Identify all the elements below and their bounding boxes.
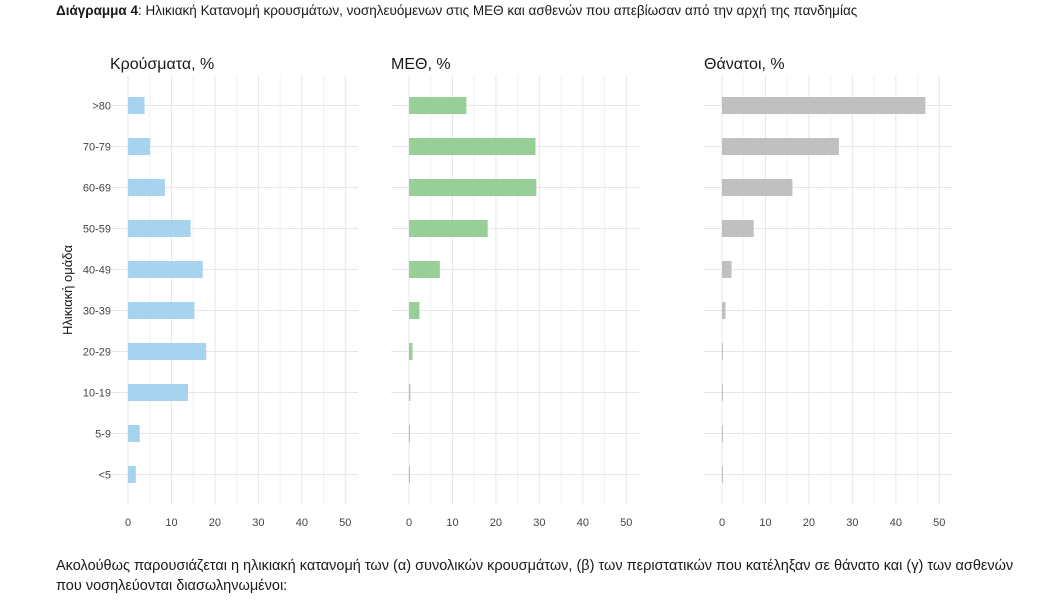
bar bbox=[128, 138, 151, 155]
bar bbox=[128, 220, 191, 237]
bar bbox=[722, 261, 732, 278]
bar bbox=[409, 384, 411, 401]
category-label: 50-59 bbox=[83, 224, 111, 236]
x-tick-label: 10 bbox=[165, 517, 177, 529]
bar bbox=[722, 179, 793, 196]
category-label: 20-29 bbox=[83, 347, 111, 359]
bar bbox=[722, 343, 723, 360]
x-tick-label: 50 bbox=[339, 517, 351, 529]
figure-caption: Διάγραμμα 4: Ηλικιακή Κατανομή κρουσμάτω… bbox=[56, 3, 857, 18]
bar bbox=[722, 425, 723, 442]
bar bbox=[128, 261, 203, 278]
age-distribution-chart: Ηλικιακή ομάδα <5 5-9 10-19 20-29 30-39 40-49 5… bbox=[60, 56, 952, 529]
x-tick-label: 0 bbox=[719, 517, 725, 529]
x-tick-label: 40 bbox=[296, 517, 308, 529]
bar bbox=[128, 425, 140, 442]
bar bbox=[409, 302, 420, 319]
category-label: 70-79 bbox=[83, 142, 111, 154]
bar bbox=[128, 179, 165, 196]
x-tick-label: 30 bbox=[252, 517, 264, 529]
category-label: 60-69 bbox=[83, 183, 111, 195]
panel-title: Κρούσματα, % bbox=[110, 56, 214, 73]
bar bbox=[722, 220, 754, 237]
x-tick-label: 20 bbox=[490, 517, 502, 529]
bar bbox=[409, 425, 410, 442]
x-tick-label: 30 bbox=[846, 517, 858, 529]
x-tick-label: 20 bbox=[209, 517, 221, 529]
panel-title: Θάνατοι, % bbox=[704, 56, 785, 73]
x-tick-label: 0 bbox=[125, 517, 131, 529]
category-label: 40-49 bbox=[83, 265, 111, 277]
panel-title: ΜΕΘ, % bbox=[391, 56, 451, 73]
bar bbox=[128, 466, 136, 483]
bar bbox=[722, 97, 926, 114]
x-tick-label: 40 bbox=[890, 517, 902, 529]
x-tick-label: 10 bbox=[759, 517, 771, 529]
bar bbox=[128, 343, 207, 360]
bar bbox=[409, 179, 537, 196]
bar bbox=[409, 97, 467, 114]
x-tick-label: 0 bbox=[406, 517, 412, 529]
category-label: <5 bbox=[98, 470, 111, 482]
x-tick-label: 50 bbox=[933, 517, 945, 529]
y-axis-title: Ηλικιακή ομάδα bbox=[60, 245, 75, 335]
bar bbox=[722, 138, 839, 155]
caption-label: Διάγραμμα 4 bbox=[56, 3, 138, 18]
category-label: >80 bbox=[92, 101, 111, 113]
bar bbox=[409, 343, 413, 360]
x-tick-label: 10 bbox=[446, 517, 458, 529]
category-label: 30-39 bbox=[83, 306, 111, 318]
bar bbox=[128, 97, 145, 114]
x-tick-label: 30 bbox=[533, 517, 545, 529]
bar bbox=[409, 261, 440, 278]
category-label: 5-9 bbox=[95, 429, 111, 441]
x-tick-label: 50 bbox=[620, 517, 632, 529]
category-label: 10-19 bbox=[83, 388, 111, 400]
bar bbox=[128, 384, 188, 401]
bar bbox=[722, 302, 726, 319]
body-paragraph: Ακολούθως παρουσιάζεται η ηλικιακή καταν… bbox=[56, 558, 1014, 594]
bar bbox=[722, 384, 723, 401]
bar bbox=[722, 466, 723, 483]
x-tick-label: 20 bbox=[803, 517, 815, 529]
bar bbox=[409, 138, 536, 155]
bar bbox=[409, 466, 410, 483]
bar bbox=[409, 220, 488, 237]
caption-text: : Ηλικιακή Κατανομή κρουσμάτων, νοσηλευό… bbox=[138, 3, 858, 18]
bar bbox=[128, 302, 195, 319]
x-tick-label: 40 bbox=[577, 517, 589, 529]
